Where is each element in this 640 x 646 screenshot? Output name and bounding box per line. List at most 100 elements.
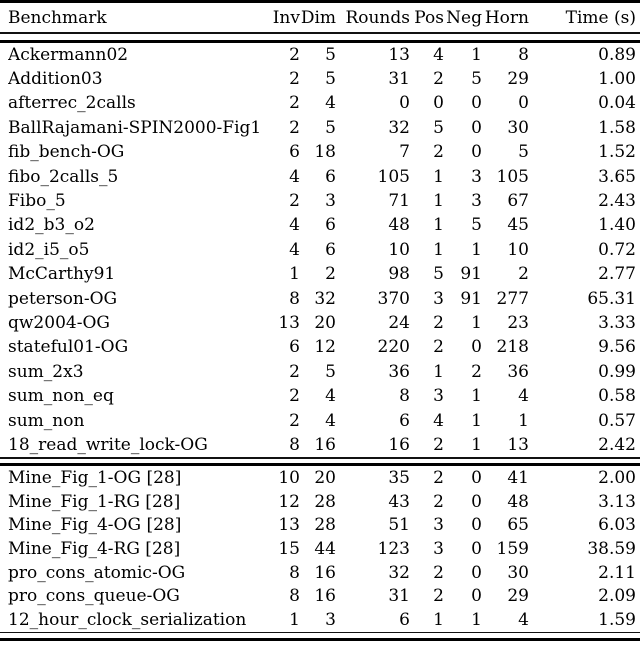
table-row: BallRajamani-SPIN2000-Fig1 2 5 32 5 0 30 1.58 xyxy=(0,116,640,140)
cell-rounds: 31 xyxy=(388,586,410,607)
cell-rounds: 16 xyxy=(388,434,410,455)
cell-horn: 30 xyxy=(507,117,529,138)
cell-neg: 1 xyxy=(471,386,482,407)
benchmark-name: sum_non xyxy=(8,410,85,431)
cell-dim: 20 xyxy=(314,467,336,488)
cell-horn: 29 xyxy=(507,586,529,607)
cell-horn: 29 xyxy=(507,69,529,90)
cell-time: 65.31 xyxy=(587,288,636,309)
cell-inv: 2 xyxy=(289,44,300,65)
cell-time: 38.59 xyxy=(587,539,636,560)
cell-dim: 3 xyxy=(325,191,336,212)
cell-time: 9.56 xyxy=(598,337,636,358)
section-separator-rule xyxy=(0,457,640,467)
benchmark-name: McCarthy91 xyxy=(8,264,116,285)
benchmark-name: Addition03 xyxy=(8,69,103,90)
cell-pos: 3 xyxy=(433,515,444,536)
benchmark-name: peterson-OG xyxy=(8,288,118,309)
top-rule xyxy=(0,0,640,3)
cell-rounds: 36 xyxy=(388,361,410,382)
cell-neg: 91 xyxy=(460,288,482,309)
cell-rounds: 10 xyxy=(388,239,410,260)
cell-dim: 32 xyxy=(314,288,336,309)
cell-time: 3.13 xyxy=(598,491,636,512)
cell-horn: 13 xyxy=(507,434,529,455)
column-header-horn: Horn xyxy=(484,7,529,28)
cell-pos: 2 xyxy=(433,586,444,607)
benchmark-name: stateful01-OG xyxy=(8,337,129,358)
cell-inv: 2 xyxy=(289,386,300,407)
cell-inv: 4 xyxy=(289,239,300,260)
cell-pos: 3 xyxy=(433,386,444,407)
cell-horn: 65 xyxy=(507,515,529,536)
cell-time: 6.03 xyxy=(598,515,636,536)
cell-dim: 3 xyxy=(325,610,336,631)
benchmark-name: BallRajamani-SPIN2000-Fig1 xyxy=(8,117,262,138)
cell-horn: 10 xyxy=(507,239,529,260)
cell-rounds: 8 xyxy=(399,386,410,407)
table-row: Mine_Fig_4-RG [28] 15 44 123 3 0 159 38.59 xyxy=(0,537,640,561)
benchmark-name: id2_i5_o5 xyxy=(8,239,90,260)
benchmark-name: Mine_Fig_4-OG [28] xyxy=(8,515,182,536)
cell-inv: 4 xyxy=(289,166,300,187)
cell-rounds: 7 xyxy=(399,142,410,163)
cell-pos: 1 xyxy=(433,610,444,631)
benchmark-name: qw2004-OG xyxy=(8,312,110,333)
cell-inv: 12 xyxy=(278,491,300,512)
cell-inv: 8 xyxy=(289,434,300,455)
cell-inv: 2 xyxy=(289,93,300,114)
cell-inv: 15 xyxy=(278,539,300,560)
cell-rounds: 48 xyxy=(388,215,410,236)
table-row: qw2004-OG 13 20 24 2 1 23 3.33 xyxy=(0,311,640,335)
cell-pos: 4 xyxy=(433,44,444,65)
cell-neg: 5 xyxy=(471,215,482,236)
cell-time: 0.04 xyxy=(598,93,636,114)
table-header-row: Benchmark Inv Dim Rounds Pos Neg Horn Ti… xyxy=(0,3,640,32)
cell-neg: 3 xyxy=(471,166,482,187)
cell-horn: 2 xyxy=(518,264,529,285)
table-row: pro_cons_atomic-OG 8 16 32 2 0 30 2.11 xyxy=(0,561,640,585)
cell-neg: 3 xyxy=(471,191,482,212)
cell-dim: 4 xyxy=(325,386,336,407)
cell-inv: 6 xyxy=(289,337,300,358)
benchmark-name: Mine_Fig_1-RG [28] xyxy=(8,491,181,512)
cell-time: 1.40 xyxy=(598,215,636,236)
cell-pos: 3 xyxy=(433,539,444,560)
cell-rounds: 0 xyxy=(399,93,410,114)
cell-neg: 91 xyxy=(460,264,482,285)
benchmark-name: fibo_2calls_5 xyxy=(8,166,119,187)
cell-time: 1.52 xyxy=(598,142,636,163)
cell-neg: 1 xyxy=(471,312,482,333)
cell-pos: 2 xyxy=(433,467,444,488)
cell-time: 1.00 xyxy=(598,69,636,90)
table-row: 12_hour_clock_serialization 1 3 6 1 1 4 1.59 xyxy=(0,608,640,632)
table-row: pro_cons_queue-OG 8 16 31 2 0 29 2.09 xyxy=(0,585,640,609)
cell-dim: 5 xyxy=(325,69,336,90)
cell-neg: 0 xyxy=(471,562,482,583)
cell-horn: 159 xyxy=(496,539,529,560)
cell-rounds: 24 xyxy=(388,312,410,333)
cell-horn: 1 xyxy=(518,410,529,431)
cell-time: 1.59 xyxy=(598,610,636,631)
cell-pos: 3 xyxy=(433,288,444,309)
cell-dim: 16 xyxy=(314,434,336,455)
cell-inv: 2 xyxy=(289,191,300,212)
column-header-dim: Dim xyxy=(300,7,336,28)
cell-neg: 5 xyxy=(471,69,482,90)
cell-dim: 2 xyxy=(325,264,336,285)
cell-inv: 1 xyxy=(289,264,300,285)
table-row: id2_i5_o5 4 6 10 1 1 10 0.72 xyxy=(0,238,640,262)
cell-horn: 45 xyxy=(507,215,529,236)
cell-inv: 2 xyxy=(289,361,300,382)
benchmark-name: 12_hour_clock_serialization xyxy=(8,610,247,631)
cell-pos: 5 xyxy=(433,264,444,285)
cell-pos: 1 xyxy=(433,361,444,382)
table-row: id2_b3_o2 4 6 48 1 5 45 1.40 xyxy=(0,213,640,237)
table-section-2: Mine_Fig_1-OG [28] 10 20 35 2 0 41 2.00 Mine_Fig… xyxy=(0,466,640,632)
cell-time: 0.58 xyxy=(598,386,636,407)
cell-time: 2.00 xyxy=(598,467,636,488)
column-header-rounds: Rounds xyxy=(345,7,410,28)
cell-dim: 20 xyxy=(314,312,336,333)
cell-rounds: 71 xyxy=(388,191,410,212)
